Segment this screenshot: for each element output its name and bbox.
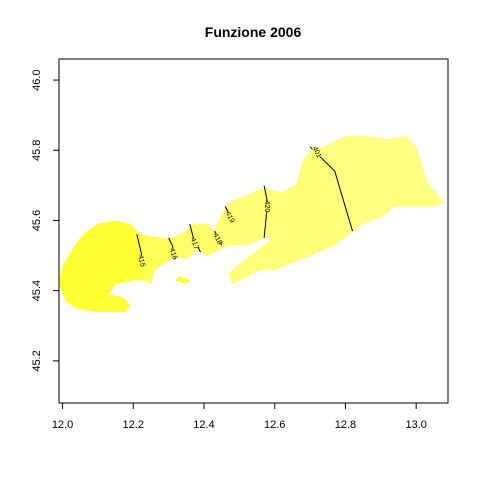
chart-title: Funzione 2006	[205, 24, 302, 40]
contour-label-bg	[213, 232, 224, 245]
contour-label: 415	[136, 255, 145, 268]
contour-label-bg	[169, 248, 179, 260]
map-region	[214, 188, 268, 250]
contour-label: 419	[224, 211, 236, 225]
y-tick-label: 46.0	[31, 69, 43, 90]
x-tick-label: 12.4	[193, 419, 214, 431]
contour-label: 420	[263, 201, 270, 213]
contour-label-bg	[264, 201, 271, 212]
y-axis: 45.2 45.4 45.6 45.8 46.0	[31, 69, 60, 372]
contour-label: 401	[311, 146, 323, 160]
contour-label: 418	[211, 232, 223, 246]
x-tick-label: 12.6	[264, 419, 285, 431]
y-tick-label: 45.6	[31, 210, 43, 231]
contour-label-bg	[138, 255, 147, 267]
contour-label-bg	[225, 211, 236, 223]
map-region	[140, 234, 177, 285]
x-tick-label: 12.8	[335, 419, 356, 431]
contour-label-bg	[190, 237, 200, 250]
y-tick-label: 45.8	[31, 140, 43, 161]
map-region	[175, 276, 191, 285]
x-tick-label: 13.0	[405, 419, 426, 431]
map-region	[58, 220, 145, 313]
contour-label: 417	[189, 237, 200, 250]
x-axis: 12.0 12.2 12.4 12.6 12.8 13.0	[52, 402, 427, 431]
x-tick-label: 12.0	[52, 419, 73, 431]
map-region	[228, 146, 353, 285]
map-region	[316, 135, 446, 232]
y-tick-label: 45.4	[31, 280, 43, 301]
y-tick-label: 45.2	[31, 350, 43, 371]
contour-label: 416	[168, 247, 178, 260]
x-tick-label: 12.2	[123, 419, 144, 431]
contour-label-bg	[312, 146, 323, 158]
map-regions	[58, 135, 446, 313]
